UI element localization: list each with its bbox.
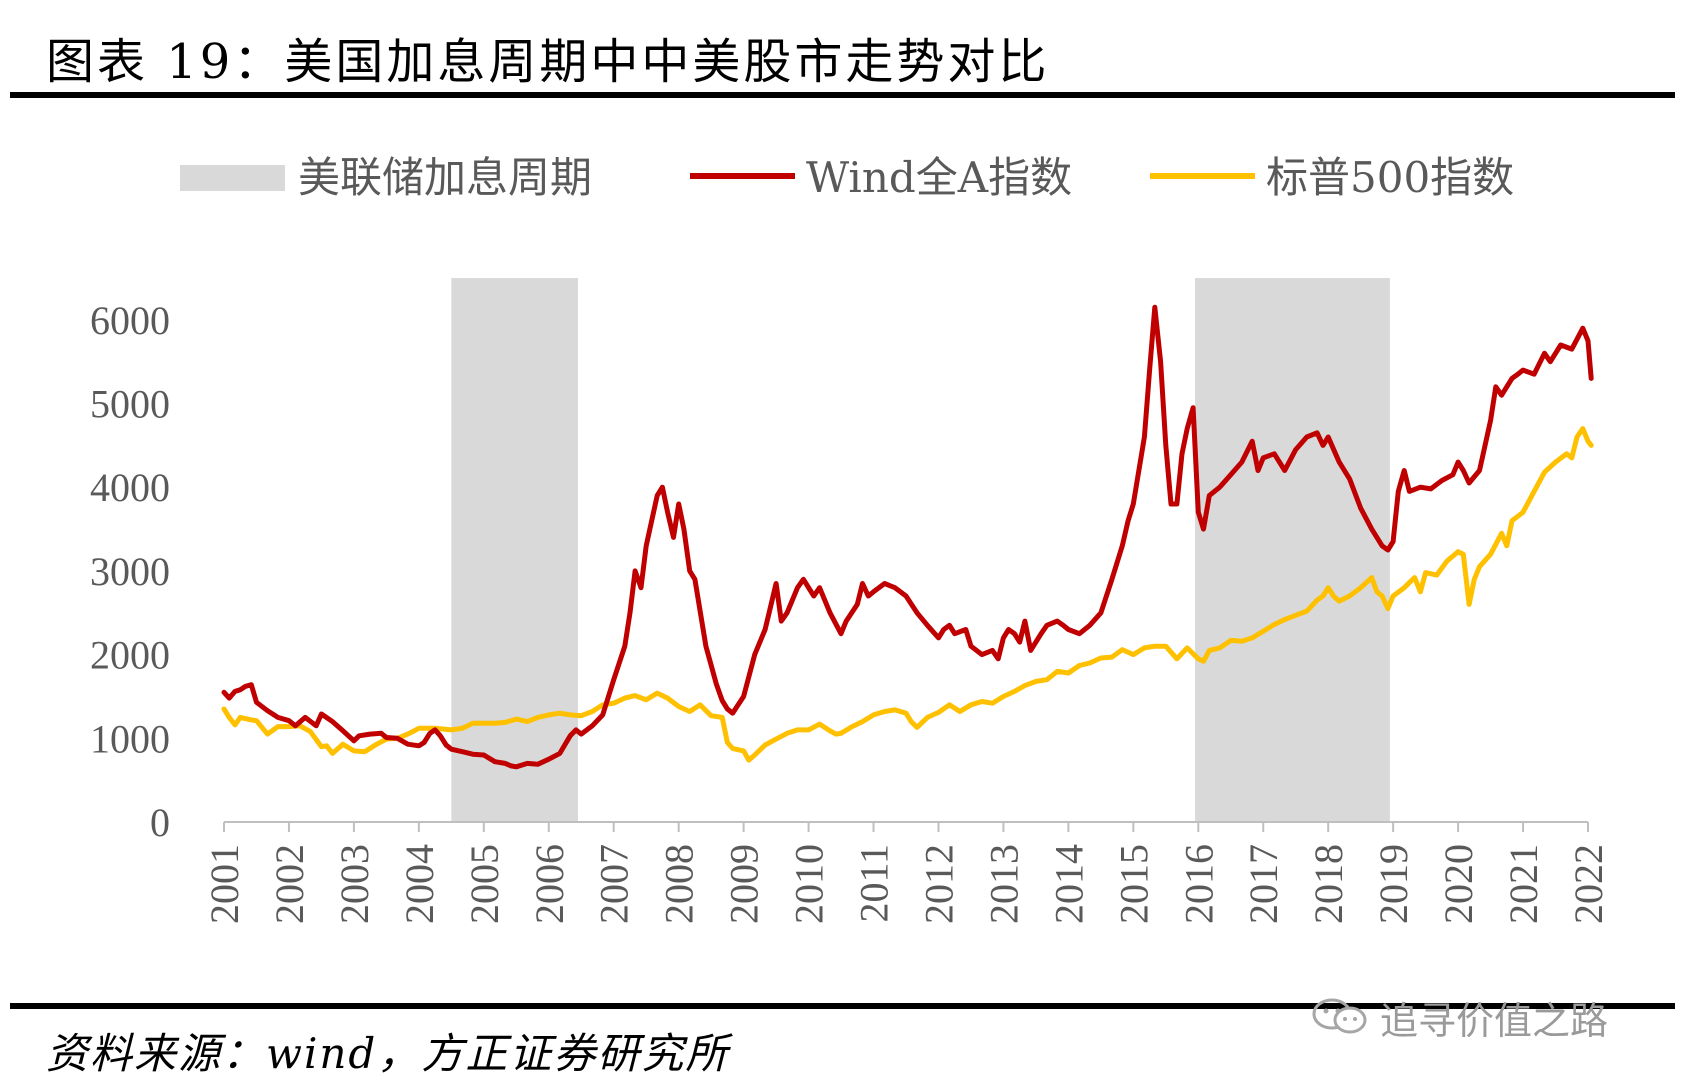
x-tick-label-2018: 2018 [1306, 844, 1351, 924]
shaded-period-2 [1195, 278, 1390, 822]
x-tick-label-2014: 2014 [1046, 844, 1091, 924]
y-tick-labels: 0 1000 2000 3000 4000 5000 6000 [90, 298, 170, 845]
x-tick-label-2015: 2015 [1111, 844, 1156, 924]
watermark: 追寻价值之路 [1380, 999, 1609, 1043]
x-tick-label-2006: 2006 [527, 844, 572, 924]
x-tick-label-2017: 2017 [1241, 844, 1286, 924]
series-lines [221, 304, 1594, 770]
legend-swatch-hike-cycle [180, 165, 285, 191]
x-tick-label-2007: 2007 [592, 844, 637, 924]
series-line-sp500 [221, 426, 1594, 763]
x-tick-label-2001: 2001 [202, 844, 247, 924]
chart-title: 图表 19：美国加息周期中中美股市走势对比 [46, 34, 1050, 90]
x-tick-label-2008: 2008 [657, 844, 702, 924]
wechat-icon [1312, 998, 1367, 1034]
x-tick-label-2003: 2003 [332, 844, 377, 924]
legend: 美联储加息周期 Wind全A指数 标普500指数 [180, 153, 1514, 202]
x-tick-label-2002: 2002 [267, 844, 312, 924]
x-tick-label-2021: 2021 [1501, 844, 1546, 924]
x-tick-label-2013: 2013 [981, 844, 1026, 924]
x-tick-label-2004: 2004 [397, 844, 442, 924]
shaded-periods [451, 278, 1390, 822]
x-tick-label-2009: 2009 [722, 844, 767, 924]
y-tick-label-6000: 6000 [90, 298, 170, 343]
x-tick-label-2012: 2012 [916, 844, 961, 924]
x-tick-label-2005: 2005 [462, 844, 507, 924]
source-note: 资料来源：wind，方正证券研究所 [46, 1029, 730, 1078]
chart: 美联储加息周期 Wind全A指数 标普500指数 0 1000 2000 3000 40… [90, 153, 1611, 924]
y-tick-label-0: 0 [150, 800, 170, 845]
top-rule [10, 92, 1675, 98]
y-tick-label-2000: 2000 [90, 633, 170, 678]
legend-label-wind: Wind全A指数 [806, 153, 1072, 202]
series-line-wind [221, 304, 1594, 770]
y-tick-label-1000: 1000 [90, 716, 170, 761]
x-tick-label-2019: 2019 [1371, 844, 1416, 924]
y-tick-label-5000: 5000 [90, 382, 170, 427]
x-tick-label-2016: 2016 [1176, 844, 1221, 924]
legend-label-hike-cycle: 美联储加息周期 [298, 153, 592, 202]
legend-label-sp500: 标普500指数 [1266, 153, 1514, 202]
bottom-rule [10, 1003, 1675, 1009]
y-tick-label-3000: 3000 [90, 549, 170, 594]
y-tick-label-4000: 4000 [90, 465, 170, 510]
x-tick-label-2011: 2011 [852, 844, 897, 923]
x-tick-labels: 2001 2002 2003 2004 2005 2006 2007 2008 2009 2010… [202, 844, 1611, 924]
shaded-period-1 [451, 278, 578, 822]
x-tick-label-2010: 2010 [787, 844, 832, 924]
x-tick-label-2020: 2020 [1436, 844, 1481, 924]
x-tick-label-2022: 2022 [1566, 844, 1611, 924]
axes [223, 821, 1589, 832]
